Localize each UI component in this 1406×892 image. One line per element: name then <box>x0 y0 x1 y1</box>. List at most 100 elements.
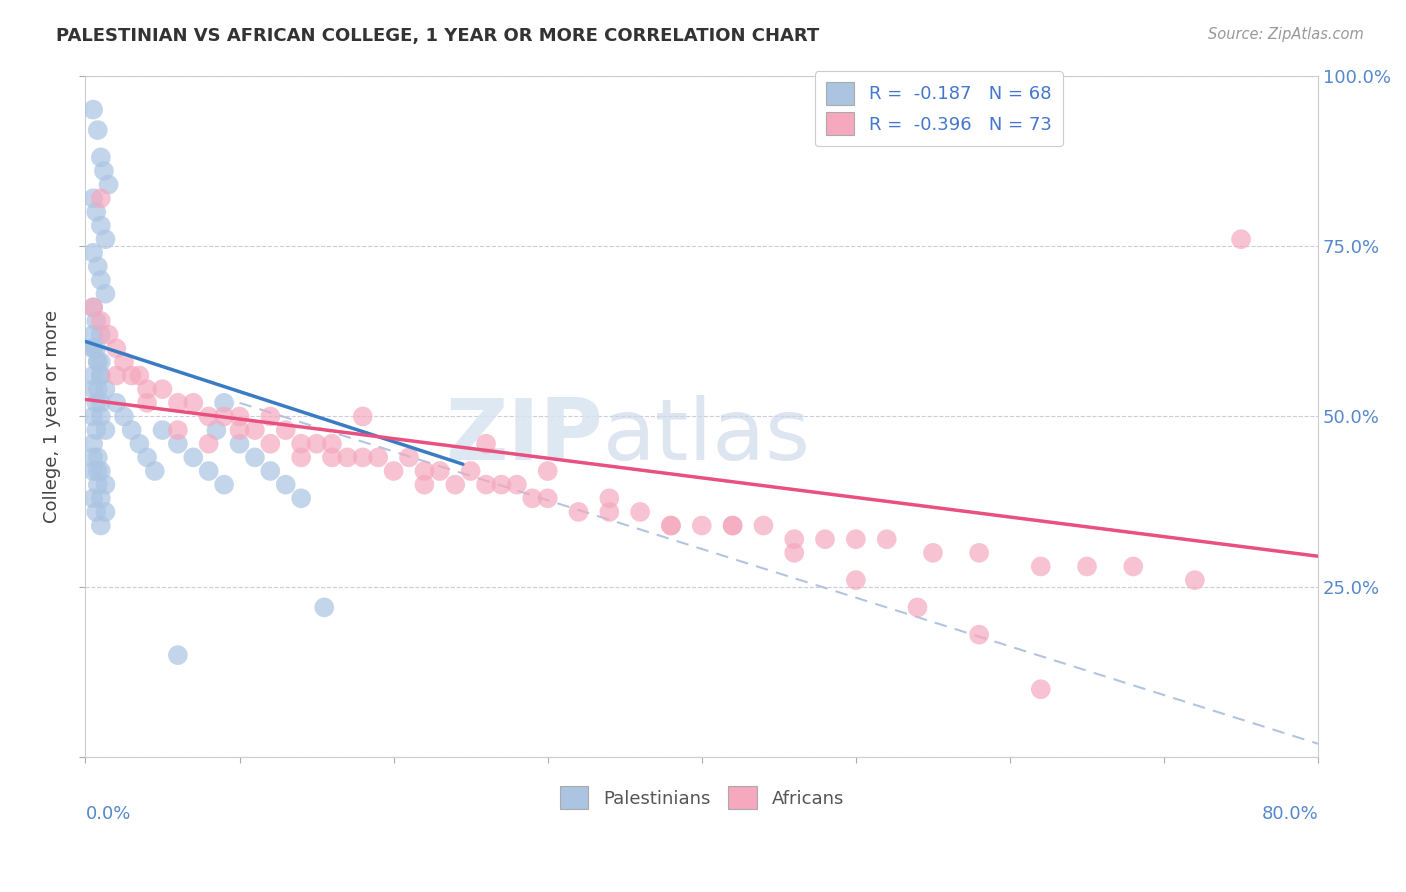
Point <box>1076 559 1098 574</box>
Point <box>259 436 281 450</box>
Point <box>87 477 110 491</box>
Point <box>721 518 744 533</box>
Point <box>82 301 104 315</box>
Point <box>84 396 107 410</box>
Point <box>152 423 174 437</box>
Point <box>845 573 868 587</box>
Point <box>84 341 107 355</box>
Point <box>167 423 190 437</box>
Point <box>314 600 336 615</box>
Point <box>598 491 620 506</box>
Point <box>90 273 112 287</box>
Point <box>82 245 104 260</box>
Point <box>167 436 190 450</box>
Text: PALESTINIAN VS AFRICAN COLLEGE, 1 YEAR OR MORE CORRELATION CHART: PALESTINIAN VS AFRICAN COLLEGE, 1 YEAR O… <box>56 27 820 45</box>
Point <box>94 382 117 396</box>
Point <box>205 423 228 437</box>
Text: 0.0%: 0.0% <box>86 805 131 823</box>
Point <box>1122 559 1144 574</box>
Point <box>243 423 266 437</box>
Point <box>94 505 117 519</box>
Point <box>212 409 235 424</box>
Point <box>84 205 107 219</box>
Point <box>167 396 190 410</box>
Point <box>1184 573 1206 587</box>
Point <box>84 423 107 437</box>
Point <box>94 477 117 491</box>
Point <box>413 477 436 491</box>
Point <box>112 355 135 369</box>
Point <box>105 368 128 383</box>
Point <box>429 464 451 478</box>
Point <box>136 396 159 410</box>
Point <box>90 191 112 205</box>
Point <box>690 518 713 533</box>
Point <box>506 477 529 491</box>
Point <box>783 532 806 546</box>
Point <box>90 491 112 506</box>
Point <box>87 355 110 369</box>
Point <box>212 477 235 491</box>
Point <box>475 477 498 491</box>
Point <box>82 103 104 117</box>
Point <box>93 164 115 178</box>
Point <box>413 464 436 478</box>
Point <box>1230 232 1253 246</box>
Point <box>82 491 104 506</box>
Point <box>82 450 104 465</box>
Point <box>598 505 620 519</box>
Point <box>167 648 190 662</box>
Point <box>783 546 806 560</box>
Y-axis label: College, 1 year or more: College, 1 year or more <box>44 310 60 523</box>
Point <box>84 505 107 519</box>
Point <box>628 505 651 519</box>
Point <box>82 191 104 205</box>
Point <box>907 600 929 615</box>
Point <box>82 464 104 478</box>
Point <box>243 450 266 465</box>
Point <box>659 518 682 533</box>
Point <box>814 532 837 546</box>
Point <box>128 436 150 450</box>
Point <box>181 396 204 410</box>
Point <box>143 464 166 478</box>
Point <box>1029 559 1052 574</box>
Point <box>321 450 343 465</box>
Point <box>197 409 219 424</box>
Point <box>197 436 219 450</box>
Point <box>152 382 174 396</box>
Point <box>105 341 128 355</box>
Point <box>82 301 104 315</box>
Point <box>228 436 250 450</box>
Point <box>537 491 560 506</box>
Point <box>659 518 682 533</box>
Point <box>90 464 112 478</box>
Point <box>121 368 143 383</box>
Point <box>82 368 104 383</box>
Point <box>967 628 990 642</box>
Point <box>352 409 374 424</box>
Text: 80.0%: 80.0% <box>1261 805 1319 823</box>
Point <box>90 518 112 533</box>
Point <box>90 327 112 342</box>
Point <box>197 464 219 478</box>
Point <box>87 260 110 274</box>
Point <box>87 355 110 369</box>
Point <box>87 123 110 137</box>
Point <box>87 464 110 478</box>
Point <box>567 505 589 519</box>
Point <box>475 436 498 450</box>
Point <box>181 450 204 465</box>
Point <box>398 450 420 465</box>
Point <box>290 491 312 506</box>
Legend: Palestinians, Africans: Palestinians, Africans <box>553 779 851 816</box>
Point <box>491 477 513 491</box>
Point <box>87 382 110 396</box>
Text: Source: ZipAtlas.com: Source: ZipAtlas.com <box>1208 27 1364 42</box>
Point <box>87 450 110 465</box>
Point <box>845 532 868 546</box>
Point <box>382 464 405 478</box>
Point <box>259 409 281 424</box>
Point <box>94 286 117 301</box>
Point <box>321 436 343 450</box>
